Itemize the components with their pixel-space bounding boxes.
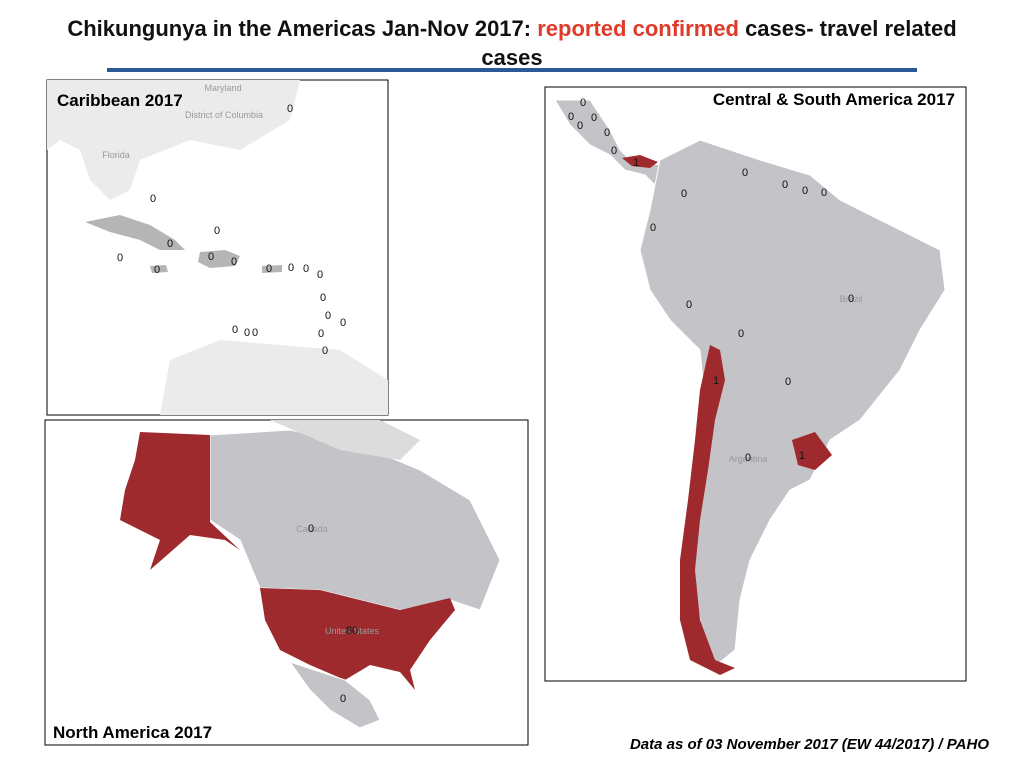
case-count: 0 (577, 120, 583, 132)
case-count: 0 (214, 225, 220, 237)
puerto-rico (262, 265, 282, 273)
case-count: 0 (303, 263, 309, 275)
mexico (288, 661, 381, 729)
hispaniola (198, 250, 240, 268)
case-count: 1 (799, 450, 805, 462)
north-america-map (44, 419, 529, 746)
case-count: 0 (266, 263, 272, 275)
title-part: cases- travel related (745, 16, 957, 41)
case-count: 0 (287, 103, 293, 115)
land (160, 340, 388, 415)
case-count: 0 (568, 111, 574, 123)
case-count: 0 (318, 328, 324, 340)
case-count: 0 (317, 269, 323, 281)
case-count: 0 (231, 256, 237, 268)
case-count: 0 (232, 324, 238, 336)
case-count: 0 (340, 693, 346, 705)
panel-title: North America 2017 (53, 723, 212, 742)
case-count: 0 (208, 251, 214, 263)
panama (622, 155, 658, 168)
case-count: 0 (154, 264, 160, 276)
case-count: 0 (117, 252, 123, 264)
basemap-label: Florida (102, 150, 130, 160)
land (47, 80, 300, 200)
south-america (639, 139, 946, 671)
case-count: 0 (150, 193, 156, 205)
case-count: 0 (738, 328, 744, 340)
case-count: 0 (340, 317, 346, 329)
case-count: 0 (308, 523, 314, 535)
title-part: cases (481, 45, 543, 70)
basemap-label: District of Columbia (185, 110, 263, 120)
basemap-label: United States (325, 626, 380, 636)
title-highlight: reported confirmed (537, 16, 739, 41)
case-count: 0 (252, 327, 258, 339)
alaska (120, 432, 240, 570)
basemap-label: Brazil (840, 294, 863, 304)
panel-title: Caribbean 2017 (57, 91, 183, 110)
case-count: 0 (686, 299, 692, 311)
cuba (85, 215, 185, 250)
jamaica (150, 265, 168, 273)
case-count: 0 (742, 167, 748, 179)
case-count: 0 (782, 179, 788, 191)
case-count: 0 (580, 97, 586, 109)
title-part: Chikungunya in the Americas Jan-Nov 2017… (67, 16, 532, 41)
basemap-label: Argentina (729, 454, 768, 464)
uruguay (792, 432, 832, 470)
title: Chikungunya in the Americas Jan-Nov 2017… (12, 14, 1012, 72)
united-states (260, 588, 455, 690)
case-count: 0 (802, 185, 808, 197)
case-count: 0 (848, 293, 854, 305)
case-count: 0 (591, 112, 597, 124)
case-count: 1 (633, 157, 639, 169)
south-america-map (544, 86, 967, 682)
arctic (270, 420, 420, 460)
case-count: 0 (611, 145, 617, 157)
case-count: 0 (650, 222, 656, 234)
case-count: 0 (288, 262, 294, 274)
case-count: 0 (320, 292, 326, 304)
case-count: 0 (681, 188, 687, 200)
case-count: 0 (325, 310, 331, 322)
case-count: 0 (821, 187, 827, 199)
caribbean-map (46, 79, 389, 416)
basemap-label: Canada (296, 524, 328, 534)
case-count: 0 (167, 238, 173, 250)
case-count: 0 (745, 452, 751, 464)
panel-title: Central & South America 2017 (713, 90, 955, 109)
case-count: 0 (322, 345, 328, 357)
case-count: 1 (713, 375, 719, 387)
case-count: 0 (785, 376, 791, 388)
footnote: Data as of 03 November 2017 (EW 44/2017)… (630, 736, 989, 753)
case-count: 80 (346, 625, 358, 637)
basemap-label: Maryland (204, 83, 241, 93)
case-count: 0 (244, 327, 250, 339)
chile (680, 345, 735, 675)
case-count: 0 (604, 127, 610, 139)
